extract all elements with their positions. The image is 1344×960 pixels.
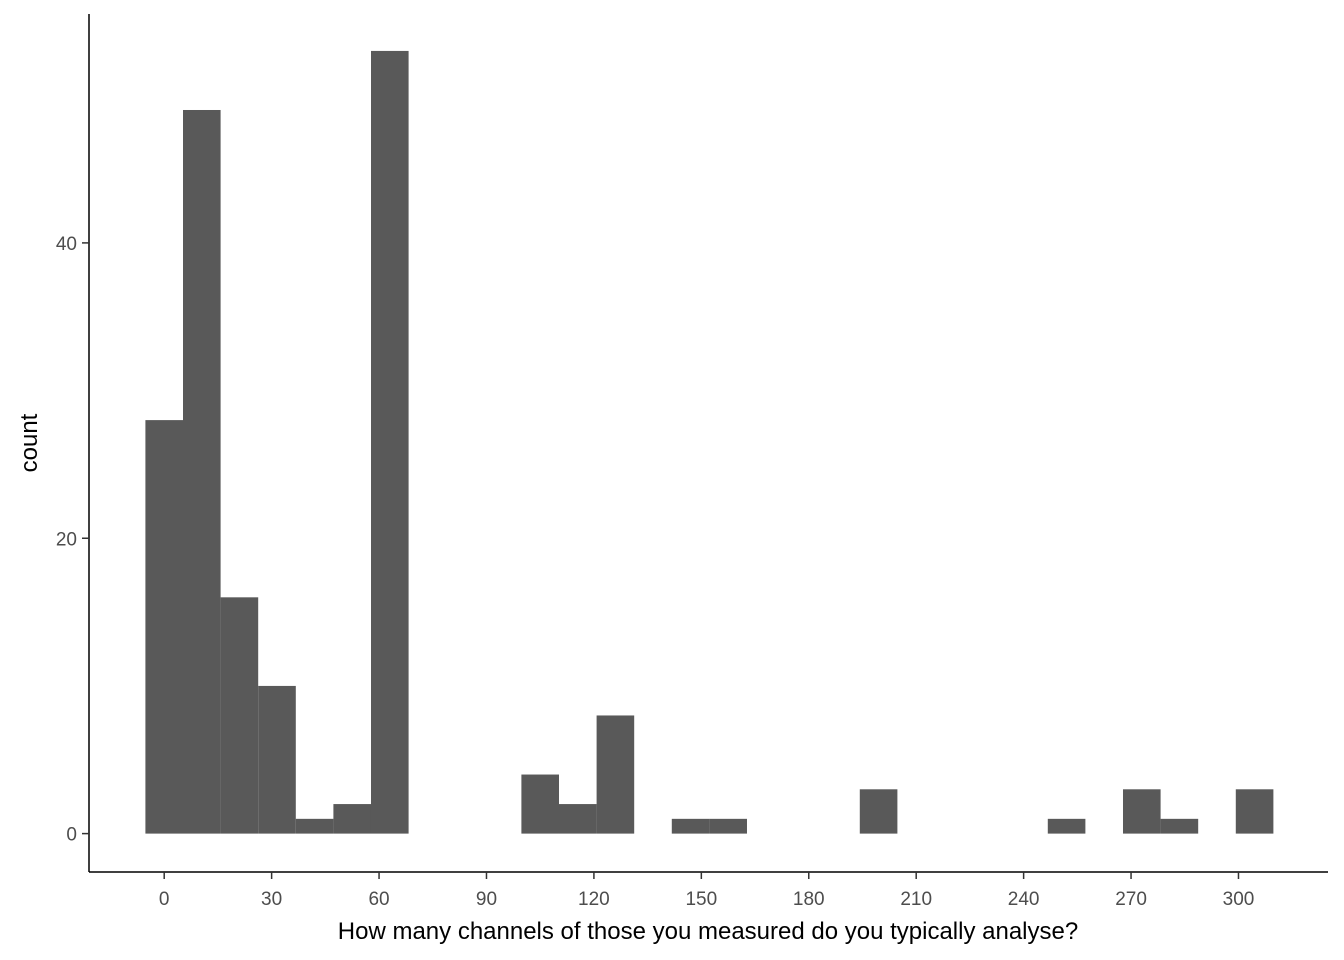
- x-tick-label-8: 240: [1008, 889, 1040, 910]
- histogram-bar-0: [145, 420, 183, 834]
- x-tick-label-5: 150: [685, 889, 717, 910]
- x-tick-label-4: 120: [578, 889, 610, 910]
- histogram-bar-5: [333, 804, 371, 834]
- histogram-bar-2: [220, 597, 259, 834]
- histogram-bar-11: [709, 818, 747, 834]
- x-tick-label-3: 90: [476, 889, 497, 910]
- histogram-bar-9: [596, 715, 635, 834]
- histogram-bar-8: [558, 804, 597, 834]
- y-axis: 0 20 40: [56, 14, 90, 872]
- x-tick-label-2: 60: [368, 889, 389, 910]
- x-tick-label-6: 180: [793, 889, 825, 910]
- x-axis: 0 30 60 90 120 150 180 210 240 270 300: [89, 871, 1328, 910]
- histogram-bar-1: [182, 109, 221, 834]
- x-tick-label-0: 0: [159, 889, 170, 910]
- x-tick-label-7: 210: [900, 889, 932, 910]
- histogram-bar-13: [1047, 818, 1086, 834]
- y-axis-title: count: [16, 413, 43, 472]
- histogram-bar-16: [1235, 789, 1274, 834]
- x-tick-label-1: 30: [261, 889, 282, 910]
- histogram-bar-12: [859, 789, 898, 834]
- y-tick-label-1: 20: [56, 529, 77, 550]
- histogram-bar-15: [1160, 818, 1199, 834]
- histogram-bar-7: [521, 774, 559, 834]
- histogram-bar-6: [370, 50, 409, 834]
- histogram-bar-14: [1122, 789, 1161, 834]
- y-tick-label-2: 40: [56, 234, 77, 255]
- x-axis-title: How many channels of those you measured …: [338, 918, 1078, 945]
- histogram-bar-10: [671, 818, 710, 834]
- x-tick-label-10: 300: [1223, 889, 1255, 910]
- histogram-bar-3: [258, 685, 296, 834]
- histogram-bar-4: [295, 818, 334, 834]
- x-tick-label-9: 270: [1115, 889, 1147, 910]
- y-tick-label-0: 0: [66, 825, 77, 846]
- histogram-bars: [145, 50, 1274, 834]
